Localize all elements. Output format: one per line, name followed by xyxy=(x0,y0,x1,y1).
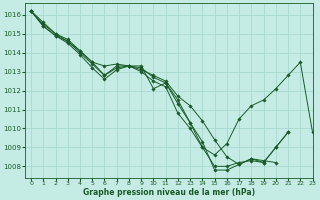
X-axis label: Graphe pression niveau de la mer (hPa): Graphe pression niveau de la mer (hPa) xyxy=(83,188,255,197)
